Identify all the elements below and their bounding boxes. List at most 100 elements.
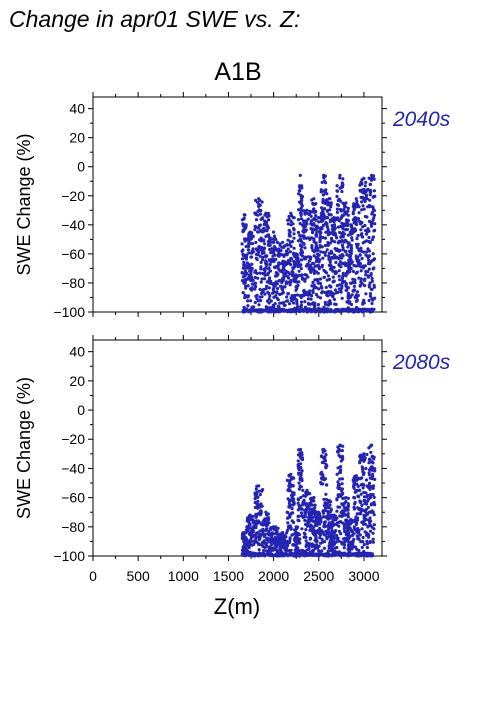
data-point [340, 281, 344, 285]
data-point [287, 234, 291, 238]
data-point [364, 478, 369, 482]
data-point [310, 294, 314, 298]
data-point [287, 214, 291, 219]
data-point [368, 516, 372, 520]
data-point [280, 301, 284, 305]
data-point [348, 295, 352, 299]
data-point [318, 296, 323, 300]
data-point [310, 244, 314, 248]
data-point [267, 545, 271, 550]
data-point [295, 300, 299, 304]
data-point [360, 200, 364, 204]
data-point [306, 553, 310, 558]
data-point [371, 235, 375, 239]
data-point [297, 467, 301, 471]
data-point [332, 292, 336, 296]
data-point [328, 510, 332, 514]
data-point [333, 231, 337, 235]
data-point [300, 458, 305, 462]
data-point [265, 513, 269, 517]
data-point [324, 285, 328, 289]
data-point [325, 209, 329, 213]
data-point [241, 224, 245, 228]
data-point [367, 535, 371, 539]
data-point [336, 290, 340, 294]
data-point [345, 506, 349, 510]
data-point [319, 541, 323, 545]
data-point [259, 298, 263, 303]
data-point [290, 495, 294, 499]
data-point [363, 284, 367, 288]
data-point [346, 508, 350, 512]
data-point [356, 484, 360, 488]
data-point [314, 292, 319, 297]
data-point [370, 221, 374, 225]
data-point [278, 547, 282, 551]
data-point [340, 482, 344, 486]
data-point [319, 214, 323, 218]
data-point [359, 222, 363, 226]
data-point [361, 482, 365, 486]
data-point [332, 513, 336, 517]
data-point [303, 509, 307, 513]
data-point [362, 516, 366, 520]
data-point [346, 206, 350, 210]
data-point [317, 265, 321, 269]
data-point [364, 491, 368, 495]
data-point [319, 520, 323, 524]
data-point [301, 515, 305, 520]
data-point [307, 267, 311, 271]
data-point [242, 281, 246, 285]
data-point [349, 517, 353, 522]
data-point [337, 453, 341, 457]
data-point [302, 278, 306, 282]
data-point [284, 263, 288, 267]
data-point [296, 230, 301, 235]
data-point [303, 494, 308, 498]
y-tick-label: −20 [61, 431, 85, 447]
data-point [367, 308, 371, 312]
data-point [298, 447, 302, 452]
data-point [316, 216, 320, 220]
data-point [343, 204, 347, 208]
data-point [261, 271, 265, 276]
data-point [354, 202, 358, 206]
data-point [292, 227, 296, 231]
data-point [357, 211, 361, 215]
data-point [277, 261, 281, 265]
data-point [355, 259, 359, 263]
data-point [241, 252, 245, 256]
data-point [247, 251, 251, 255]
data-point [267, 291, 271, 296]
data-point [356, 531, 361, 535]
data-point [330, 524, 334, 528]
data-point [291, 222, 295, 226]
plot-frame [92, 339, 383, 557]
data-point [249, 236, 253, 240]
data-point [363, 184, 367, 188]
data-point [335, 284, 339, 288]
data-point [287, 487, 291, 491]
data-point [341, 248, 345, 252]
data-point [285, 529, 289, 533]
data-point [281, 545, 286, 549]
data-point [334, 540, 338, 544]
data-point [372, 213, 377, 217]
data-point [339, 468, 343, 472]
data-point [262, 250, 266, 255]
data-point [371, 252, 375, 256]
data-point [371, 461, 375, 465]
x-tick-label: 0 [89, 568, 97, 584]
data-point [345, 218, 349, 222]
data-point [336, 308, 340, 312]
data-point [322, 250, 326, 254]
data-point [354, 545, 358, 549]
data-point [299, 206, 303, 210]
data-point [310, 545, 314, 549]
data-point [365, 539, 369, 544]
data-point [311, 261, 315, 265]
data-point [334, 529, 338, 533]
data-point [292, 236, 296, 240]
data-point [242, 531, 246, 535]
data-point [332, 516, 336, 520]
